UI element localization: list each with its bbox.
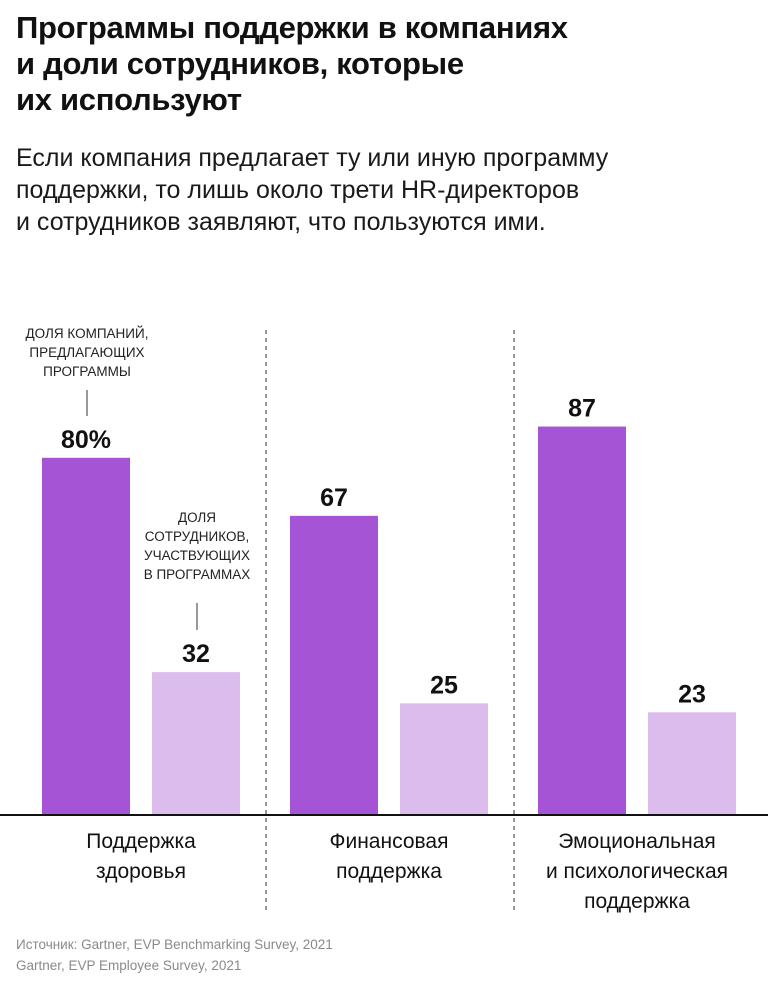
legend-offered-line-2: ПРЕДЛАГАЮЩИХ xyxy=(29,345,144,360)
category-label-2-line-1: Финансовая xyxy=(330,830,449,853)
bar-s1-g3 xyxy=(538,426,626,815)
title-line-3: их используют xyxy=(16,82,242,117)
value-label-s1-g1: 80% xyxy=(61,426,111,454)
category-label-1-line-2: здоровья xyxy=(96,860,186,883)
value-label-s1-g2: 67 xyxy=(320,484,348,512)
bar-s2-g2 xyxy=(400,703,488,815)
chart-title: Программы поддержки в компаниях и доли с… xyxy=(16,10,756,118)
category-label-3-line-2: и психологическая xyxy=(546,860,728,883)
category-label-1-line-1: Поддержка xyxy=(86,830,196,853)
legend-offered-line-3: ПРОГРАММЫ xyxy=(43,364,131,379)
chart-subtitle: Если компания предлагает ту или иную про… xyxy=(16,142,756,238)
value-label-s2-g2: 25 xyxy=(430,671,458,699)
legend-used-line-4: В ПРОГРАММАХ xyxy=(144,567,251,582)
legend-offered-line-1: ДОЛЯ КОМПАНИЙ, xyxy=(26,326,149,341)
bar-s1-g2 xyxy=(290,515,378,815)
bar-s2-g1 xyxy=(152,672,240,815)
source-note: Источник: Gartner, EVP Benchmarking Surv… xyxy=(16,934,333,976)
title-line-1: Программы поддержки в компаниях xyxy=(16,10,568,45)
source-line-2: Gartner, EVP Employee Survey, 2021 xyxy=(16,958,242,973)
legend-used-line-2: СОТРУДНИКОВ, xyxy=(145,529,249,544)
legend-used-line-3: УЧАСТВУЮЩИХ xyxy=(144,548,250,563)
bar-s1-g1 xyxy=(42,457,130,815)
category-label-2-line-2: поддержка xyxy=(336,860,442,883)
category-label-3-line-1: Эмоциональная xyxy=(558,830,716,853)
subtitle-line-1: Если компания предлагает ту или иную про… xyxy=(16,144,609,172)
subtitle-line-2: поддержки, то лишь около трети HR-директ… xyxy=(16,176,580,204)
source-line-1: Источник: Gartner, EVP Benchmarking Surv… xyxy=(16,937,333,952)
bar-s2-g3 xyxy=(648,712,736,815)
bar-chart: 80% 67 87 32 25 23 Поддержка здоровья Финансовая… xyxy=(0,326,768,913)
value-label-s2-g1: 32 xyxy=(182,640,210,668)
category-label-3-line-3: поддержка xyxy=(584,890,690,913)
legend-used-line-1: ДОЛЯ xyxy=(178,510,216,525)
title-line-2: и доли сотрудников, которые xyxy=(16,46,464,81)
value-label-s1-g3: 87 xyxy=(568,395,596,423)
subtitle-line-3: и сотрудников заявляют, что пользуются и… xyxy=(16,208,546,236)
value-label-s2-g3: 23 xyxy=(678,680,706,708)
